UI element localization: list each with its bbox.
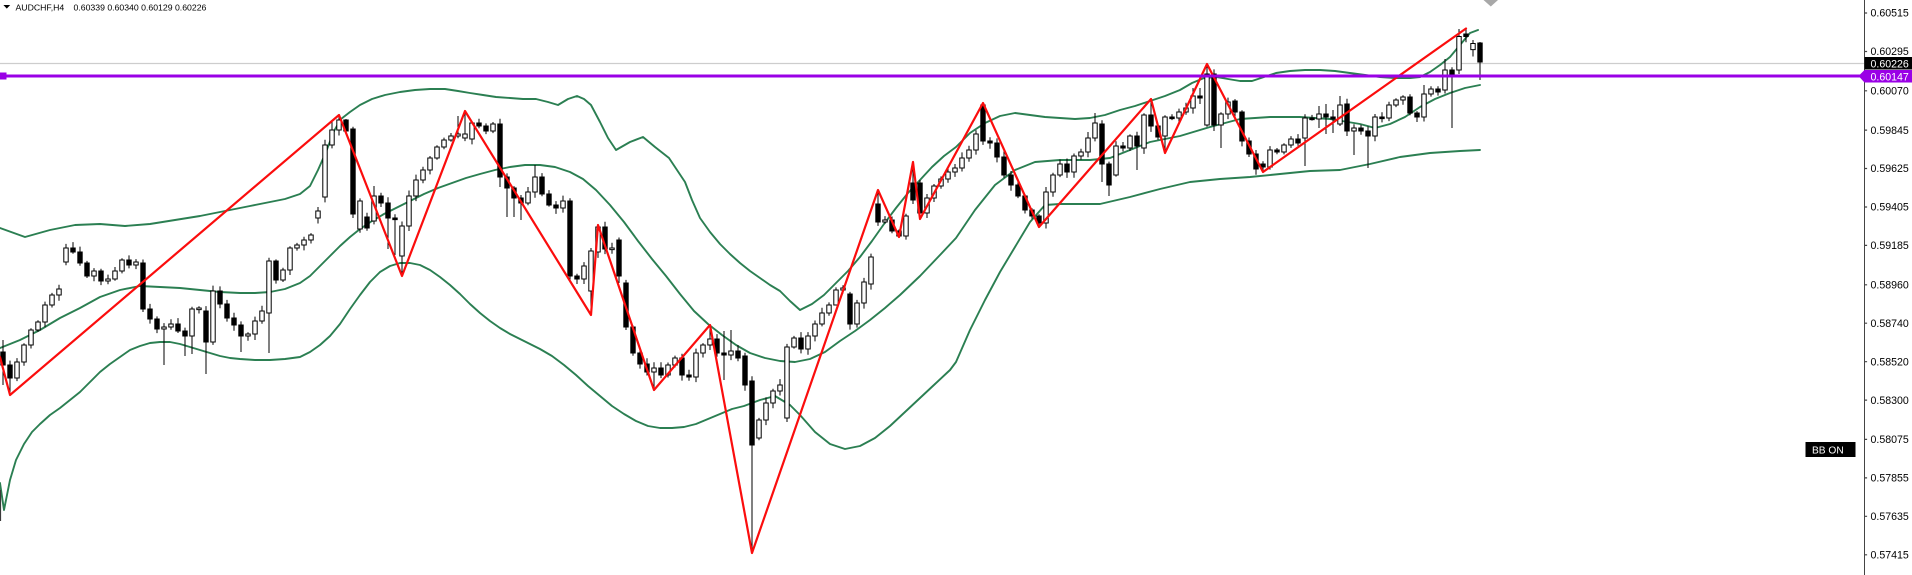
svg-text:0.57635: 0.57635 — [1871, 511, 1909, 523]
svg-text:0.58075: 0.58075 — [1871, 434, 1909, 446]
svg-text:AUDCHF,H4: AUDCHF,H4 — [16, 2, 65, 12]
svg-text:0.60515: 0.60515 — [1871, 8, 1909, 20]
svg-text:0.60147: 0.60147 — [1871, 71, 1909, 83]
svg-text:0.58300: 0.58300 — [1871, 395, 1909, 407]
svg-text:0.60339 0.60340 0.60129 0.6022: 0.60339 0.60340 0.60129 0.60226 — [74, 2, 207, 12]
svg-text:0.57855: 0.57855 — [1871, 473, 1909, 485]
svg-text:0.60226: 0.60226 — [1871, 58, 1909, 70]
svg-text:0.59845: 0.59845 — [1871, 125, 1909, 137]
svg-text:0.60295: 0.60295 — [1871, 46, 1909, 58]
svg-text:0.58740: 0.58740 — [1871, 318, 1909, 330]
svg-text:0.59625: 0.59625 — [1871, 163, 1909, 175]
svg-text:0.58520: 0.58520 — [1871, 356, 1909, 368]
svg-text:0.57415: 0.57415 — [1871, 550, 1909, 562]
svg-text:BB ON: BB ON — [1812, 445, 1844, 456]
svg-text:0.59405: 0.59405 — [1871, 202, 1909, 214]
svg-text:0.58960: 0.58960 — [1871, 280, 1909, 292]
svg-text:0.60070: 0.60070 — [1871, 86, 1909, 98]
svg-text:0.59185: 0.59185 — [1871, 240, 1909, 252]
